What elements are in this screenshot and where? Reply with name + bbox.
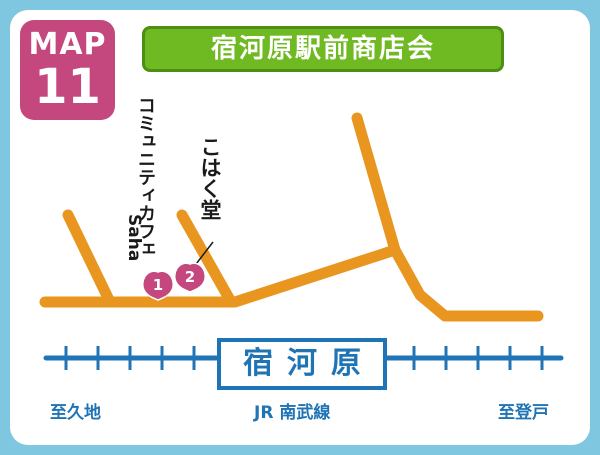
railway-line-name: JR 南武線 bbox=[254, 403, 331, 423]
pin-2-number[interactable]: 2 bbox=[184, 268, 196, 286]
direction-west: 至久地 bbox=[50, 403, 101, 423]
landmark-2-name: こはく堂 bbox=[198, 136, 222, 220]
badge-map-label: MAP bbox=[28, 27, 107, 62]
road-main bbox=[39, 244, 544, 322]
map-number-badge: MAP 11 bbox=[20, 20, 115, 120]
landmark-1-name-latin: Saha bbox=[124, 214, 144, 274]
district-title: 宿河原駅前商店会 bbox=[142, 26, 504, 72]
road-diagonal-north bbox=[351, 112, 401, 256]
pin-1-number[interactable]: 1 bbox=[152, 276, 164, 294]
road-left-branch bbox=[62, 209, 116, 308]
map-card: MAP 11 宿河原駅前商店会 コミュニティカフェ Saha こはく堂 1 2 … bbox=[10, 10, 590, 445]
direction-east: 至登戸 bbox=[498, 403, 549, 423]
pin-1-shape bbox=[142, 270, 174, 301]
landmark-1-name-latin-text: Saha bbox=[124, 214, 144, 262]
road-mid-branch bbox=[176, 209, 236, 306]
station-label[interactable]: 宿河原 bbox=[217, 338, 387, 390]
landmark-1-name: コミュニティカフェ bbox=[135, 96, 156, 258]
pin-2-shape bbox=[174, 262, 206, 293]
badge-number: 11 bbox=[34, 59, 101, 115]
